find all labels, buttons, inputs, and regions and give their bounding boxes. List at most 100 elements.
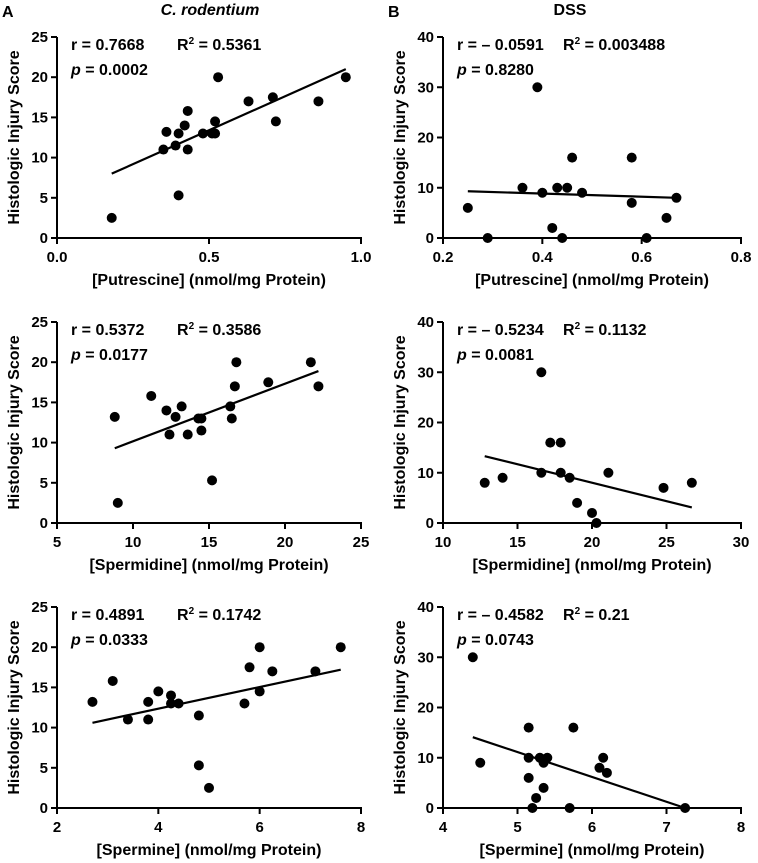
data-point <box>587 507 597 518</box>
data-point <box>523 722 534 733</box>
data-point <box>562 182 573 193</box>
scatter-chart-5: 0 5 10 15 20 25 2 4 6 8 [Spermine] (nmol/mg Protei… <box>6 599 365 859</box>
data-point <box>158 144 169 155</box>
y-tick-label: 10 <box>31 720 48 737</box>
y-tick-label: 30 <box>417 649 434 666</box>
regression-line <box>111 68 347 175</box>
data-point <box>658 482 669 493</box>
data-point <box>680 803 691 813</box>
r-squared-value: = 0.21 <box>580 607 629 624</box>
regression-line <box>467 190 677 199</box>
regression-line <box>114 370 319 450</box>
r-squared-value: = 0.3586 <box>194 322 261 339</box>
r-squared: R2 = 0.3586 <box>177 321 261 339</box>
data-point <box>179 120 190 131</box>
data-point <box>207 475 218 486</box>
y-tick-label: 0 <box>40 800 48 817</box>
data-point <box>254 686 265 697</box>
x-tick-label: 2 <box>53 819 61 836</box>
data-point <box>626 152 637 163</box>
x-axis-title: [Spermine] (nmol/mg Protein) <box>480 842 705 859</box>
data-point <box>531 792 542 803</box>
data-point <box>182 144 193 155</box>
x-tick-label: 15 <box>201 534 218 551</box>
scatter-chart-2: 0 10 20 30 40 0.2 0.4 0.6 0.8 [Putrescine] (nmol/… <box>392 29 751 289</box>
data-point <box>231 357 242 368</box>
correlation-r: r = 0.4891 <box>71 607 145 624</box>
y-tick-label: 20 <box>31 639 48 656</box>
data-point <box>170 140 181 151</box>
data-point <box>310 666 321 677</box>
data-point <box>545 437 556 448</box>
r-squared: R2 = 0.21 <box>563 606 630 624</box>
data-point <box>173 128 184 139</box>
data-point <box>210 116 221 127</box>
data-point <box>598 752 609 763</box>
data-point <box>193 710 204 721</box>
data-point <box>107 675 118 686</box>
x-tick-label: 0.0 <box>47 249 68 266</box>
y-tick-label: 0 <box>426 230 434 247</box>
y-tick-label: 15 <box>31 679 48 696</box>
x-tick-label: 20 <box>277 534 294 551</box>
r-squared: R2 = 0.1742 <box>177 606 261 624</box>
data-point <box>591 518 602 528</box>
p-value-number: = 0.8280 <box>467 62 534 79</box>
scatter-chart-6: 0 10 20 30 40 4 5 6 7 8 [Spermine] (nmol/mg Protei… <box>392 599 745 859</box>
y-tick-label: 10 <box>31 150 48 167</box>
data-point <box>313 96 324 107</box>
r-squared-prefix: R <box>563 37 575 54</box>
y-tick-label: 10 <box>417 750 434 767</box>
p-value-label: p <box>70 62 81 79</box>
data-point <box>564 803 575 813</box>
data-point <box>686 477 697 488</box>
r-squared-prefix: R <box>177 37 189 54</box>
data-point <box>626 197 637 208</box>
data-point <box>254 642 265 653</box>
r-squared-value: = 0.1742 <box>194 607 261 624</box>
p-value-label: p <box>456 347 467 364</box>
data-point <box>594 762 605 773</box>
p-value: p = 0.8280 <box>456 62 534 79</box>
data-point <box>204 782 214 793</box>
data-point <box>523 752 534 763</box>
data-point <box>270 116 281 127</box>
r-squared-exponent: 2 <box>189 321 195 332</box>
y-tick-label: 20 <box>31 354 48 371</box>
data-point <box>143 696 154 707</box>
y-tick-label: 30 <box>417 364 434 381</box>
p-value: p = 0.0333 <box>70 632 148 649</box>
data-point <box>173 698 184 709</box>
x-tick-label: 4 <box>154 819 163 836</box>
r-squared-exponent: 2 <box>189 606 195 617</box>
x-tick-label: 25 <box>353 534 370 551</box>
data-point <box>538 782 549 793</box>
y-tick-label: 40 <box>417 599 434 616</box>
p-value-number: = 0.0743 <box>467 632 534 649</box>
data-point <box>568 722 579 733</box>
data-point <box>313 381 324 392</box>
x-tick-label: 5 <box>513 819 521 836</box>
data-point <box>532 82 543 93</box>
x-tick-label: 7 <box>662 819 670 836</box>
y-tick-label: 20 <box>417 130 434 147</box>
x-axis-title: [Spermine] (nmol/mg Protein) <box>97 842 322 859</box>
y-tick-label: 15 <box>31 109 48 126</box>
data-point <box>537 187 548 198</box>
data-point <box>193 760 204 771</box>
p-value-label: p <box>70 632 81 649</box>
y-axis-title: Histologic Injury Score <box>6 620 23 794</box>
data-point <box>555 467 566 478</box>
data-point <box>267 666 278 677</box>
data-point <box>557 233 568 243</box>
y-tick-label: 25 <box>31 599 48 616</box>
p-value-number: = 0.0177 <box>81 347 148 364</box>
y-tick-label: 0 <box>426 515 434 532</box>
data-point <box>479 477 490 488</box>
r-squared-prefix: R <box>177 607 189 624</box>
data-point <box>143 714 154 725</box>
x-axis-title: [Spermidine] (nmol/mg Protein) <box>472 557 711 574</box>
